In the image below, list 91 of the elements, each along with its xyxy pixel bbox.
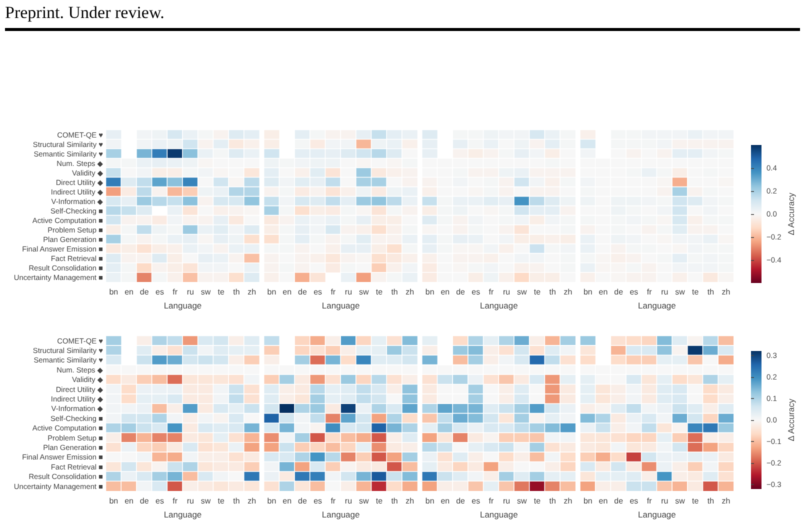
color-bar-title: Δ Accuracy (786, 192, 796, 236)
x-tick-label: en (440, 288, 450, 297)
x-tick-label: de (456, 496, 466, 506)
x-tick-label: th (549, 288, 556, 297)
x-tick-label: zh (248, 288, 256, 297)
x-tick-label: te (376, 288, 384, 297)
x-tick-label: es (155, 288, 164, 297)
x-tick-label: sw (200, 496, 211, 506)
x-tick-label: es (314, 288, 322, 297)
x-tick-label: fr (488, 288, 494, 297)
x-tick-label: de (614, 496, 624, 506)
x-tick-label: sw (517, 288, 528, 297)
x-tick-label: de (456, 288, 466, 297)
x-tick-label: bn (109, 288, 118, 297)
x-tick-label: ru (503, 288, 510, 297)
x-tick-label: en (282, 288, 292, 297)
x-tick-label: sw (517, 496, 528, 506)
x-tick-label: zh (406, 288, 414, 297)
x-tick-label: de (614, 288, 624, 297)
x-tick-label: fr (330, 288, 336, 297)
x-tick-label: de (140, 496, 150, 506)
x-tick-label: ru (344, 496, 352, 506)
x-tick-label: te (692, 496, 700, 506)
text: Language (322, 300, 360, 310)
x-tick-label: en (124, 496, 134, 506)
x-tick-label: th (707, 288, 714, 297)
x-tick-label: zh (564, 496, 572, 506)
x-tick-label: te (534, 496, 542, 506)
x-axis-title: Language (164, 300, 202, 310)
x-tick-label: th (233, 496, 240, 506)
x-tick-label: ru (661, 288, 668, 297)
x-tick-label: en (282, 496, 292, 506)
x-axis-title: Language (164, 510, 202, 520)
x-tick-label: sw (358, 288, 369, 297)
x-tick-label: zh (248, 496, 256, 506)
x-tick-label: en (598, 288, 608, 297)
x-tick-label: sw (675, 288, 686, 297)
x-tick-label: sw (200, 288, 211, 297)
text: Language (638, 510, 676, 520)
x-tick-label: en (124, 288, 134, 297)
x-tick-label: en (598, 496, 608, 506)
x-tick-label: es (630, 288, 638, 297)
x-tick-label: sw (358, 496, 369, 506)
x-tick-label: th (549, 496, 556, 506)
x-tick-label: es (630, 496, 638, 506)
x-tick-label: de (298, 288, 308, 297)
x-tick-label: es (155, 496, 164, 506)
x-tick-label: te (376, 496, 384, 506)
x-tick-label: bn (267, 288, 276, 297)
text: Language (322, 510, 360, 520)
x-tick-label: te (218, 288, 225, 297)
x-tick-label: de (298, 496, 308, 506)
x-tick-label: ru (661, 496, 668, 506)
x-tick-label: es (314, 496, 322, 506)
x-tick-label: te (534, 288, 542, 297)
x-tick-label: ru (186, 288, 194, 297)
x-tick-label: bn (583, 288, 592, 297)
x-tick-label: es (472, 496, 480, 506)
x-tick-label: fr (488, 496, 494, 506)
x-tick-label: th (391, 496, 398, 506)
x-tick-label: bn (425, 288, 434, 297)
x-tick-label: ru (503, 496, 510, 506)
x-tick-label: zh (722, 496, 730, 506)
x-tick-label: fr (646, 496, 652, 506)
x-tick-label: th (391, 288, 398, 297)
text: Language (638, 300, 676, 310)
x-tick-label: zh (564, 288, 572, 297)
x-tick-label: th (707, 496, 714, 506)
x-tick-label: ru (186, 496, 194, 506)
x-tick-label: te (218, 496, 225, 506)
color-bar-title: Δ Accuracy (786, 398, 796, 442)
x-tick-label: fr (172, 288, 178, 297)
x-tick-label: zh (406, 496, 414, 506)
x-tick-label: bn (583, 496, 592, 506)
text: Language (480, 510, 518, 520)
x-tick-label: th (233, 288, 240, 297)
x-tick-label: te (692, 288, 700, 297)
text: Preprint. Under review. (5, 3, 164, 23)
x-tick-label: en (440, 496, 450, 506)
x-tick-label: bn (109, 496, 118, 506)
x-tick-label: ru (344, 288, 352, 297)
x-tick-label: zh (722, 288, 730, 297)
x-tick-label: bn (425, 496, 434, 506)
x-tick-label: fr (646, 288, 652, 297)
x-tick-label: fr (172, 496, 178, 506)
x-tick-label: bn (267, 496, 276, 506)
x-tick-label: sw (675, 496, 686, 506)
x-tick-label: de (140, 288, 150, 297)
text: Language (480, 300, 518, 310)
x-tick-label: fr (330, 496, 336, 506)
x-tick-label: es (472, 288, 480, 297)
